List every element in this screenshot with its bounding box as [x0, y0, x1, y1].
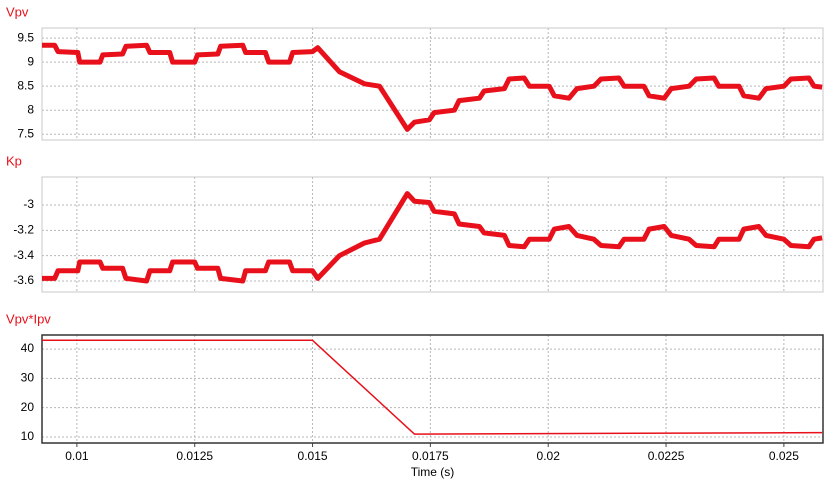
- data-line: [42, 42, 823, 132]
- y-tick-label: 8: [27, 102, 34, 116]
- y-tick-label: 40: [21, 341, 35, 355]
- x-tick-label: 0.01: [65, 449, 89, 463]
- y-tick-label: 8.5: [17, 78, 34, 92]
- y-tick-label: -3: [23, 197, 34, 211]
- data-line: [42, 191, 823, 284]
- plot-frame: [41, 27, 824, 141]
- plot-frame: [41, 176, 824, 293]
- x-tick-label: 0.02: [537, 449, 561, 463]
- plot-frame: [41, 334, 824, 444]
- x-tick-label: 0.025: [769, 449, 799, 463]
- x-axis-label: Time (s): [411, 465, 455, 479]
- panel-title: Vpv: [6, 4, 29, 19]
- y-tick-label: 9: [27, 54, 34, 68]
- panel-title: Kp: [6, 153, 22, 168]
- panel-title: Vpv*Ipv: [6, 311, 51, 326]
- y-tick-label: -3.2: [13, 222, 34, 236]
- y-tick-label: 10: [21, 429, 35, 443]
- x-tick-label: 0.0225: [648, 449, 685, 463]
- y-tick-label: 20: [21, 400, 35, 414]
- x-tick-label: 0.0125: [176, 449, 213, 463]
- x-tick-label: 0.015: [298, 449, 328, 463]
- y-tick-label: -3.6: [13, 273, 34, 287]
- x-tick-label: 0.0175: [412, 449, 449, 463]
- y-tick-label: 7.5: [17, 126, 34, 140]
- y-tick-label: -3.4: [13, 248, 34, 262]
- y-tick-label: 9.5: [17, 30, 34, 44]
- data-line: [42, 339, 823, 435]
- y-tick-label: 30: [21, 371, 35, 385]
